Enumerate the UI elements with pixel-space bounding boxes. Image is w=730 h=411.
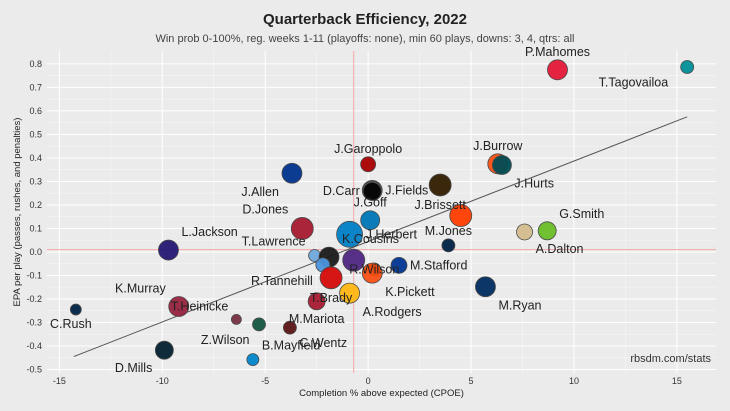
- y-tick-label: 0.4: [29, 153, 42, 163]
- x-tick-label: 0: [366, 376, 371, 386]
- data-points: [69, 59, 695, 367]
- point-label: J.Allen: [241, 185, 279, 199]
- source-caption: rbsdm.com/stats: [630, 353, 711, 365]
- plot-panel: [47, 51, 716, 373]
- point-label: P.Mahomes: [525, 45, 590, 59]
- y-tick-label: 0.5: [29, 129, 42, 139]
- point-label: M.Stafford: [410, 258, 467, 272]
- y-tick-label: 0.8: [29, 59, 42, 69]
- point-label: M.Jones: [425, 224, 472, 238]
- minor-gridlines: [47, 51, 716, 373]
- x-tick-labels: -15 -10 -5 0 5 10 15: [53, 376, 682, 386]
- data-point: [69, 303, 82, 316]
- data-point: [339, 282, 360, 304]
- point-label: K.Murray: [115, 281, 166, 295]
- point-label: T.Heinicke: [171, 299, 229, 313]
- point-label: R.Wilson: [349, 263, 399, 277]
- data-point: [492, 155, 512, 175]
- data-point: [252, 317, 266, 332]
- point-labels: P.Mahomes T.Tagovailoa J.Garoppolo J.Burrow…: [50, 45, 668, 375]
- point-label: M.Ryan: [498, 299, 541, 313]
- data-point: [360, 156, 377, 173]
- data-point: [441, 238, 456, 253]
- y-axis-label: EPA per play (passes, rushes, and penalt…: [12, 118, 23, 307]
- y-tick-label: 0.7: [29, 82, 42, 92]
- trend-line-group: [73, 116, 688, 358]
- point-label: T.Lawrence: [242, 234, 306, 248]
- x-tick-label: 5: [469, 376, 474, 386]
- data-point: [319, 266, 343, 290]
- data-point: [516, 223, 533, 241]
- data-point: [390, 256, 408, 274]
- data-point: [336, 220, 363, 248]
- point-label: D.Carr: [323, 184, 360, 198]
- data-point: [680, 60, 695, 74]
- x-tick-label: -10: [156, 376, 169, 386]
- data-point: [230, 314, 242, 325]
- y-tick-label: -0.1: [26, 270, 42, 280]
- data-point: [361, 262, 383, 284]
- point-label: B.Mayfield: [262, 339, 320, 353]
- data-point: [537, 221, 557, 241]
- y-tick-label: 0.6: [29, 106, 42, 116]
- data-point: [246, 353, 260, 367]
- point-label: J.Garoppolo: [334, 142, 402, 156]
- point-label: J.Burrow: [473, 139, 523, 153]
- data-point: [168, 296, 190, 317]
- point-label: J.Brissett: [414, 198, 466, 212]
- data-point: [307, 292, 326, 311]
- point-label: A.Rodgers: [363, 305, 422, 319]
- data-point: [282, 320, 297, 335]
- y-tick-label: -0.3: [26, 317, 42, 327]
- data-point: [428, 173, 452, 197]
- point-label: C.Wentz: [299, 336, 347, 350]
- chart-subtitle: Win prob 0-100%, reg. weeks 1-11 (playof…: [155, 33, 574, 45]
- point-label: J.Herbert: [366, 227, 418, 241]
- x-tick-label: 10: [569, 376, 579, 386]
- point-label: M.Mariota: [289, 312, 345, 326]
- data-point: [362, 181, 382, 201]
- point-label: R.Tannehill: [251, 274, 313, 288]
- y-tick-label: 0.2: [29, 200, 42, 210]
- point-label: J.Fields: [385, 183, 428, 197]
- y-tick-label: 0.3: [29, 176, 42, 186]
- data-point: [281, 162, 303, 184]
- x-axis-label: Completion % above expected (CPOE): [299, 388, 464, 399]
- data-point: [158, 239, 179, 261]
- data-point: [154, 340, 174, 360]
- y-tick-label: 0.0: [29, 247, 42, 257]
- point-label: J.Hurts: [514, 176, 554, 190]
- data-point: [475, 276, 496, 298]
- chart-title: Quarterback Efficiency, 2022: [263, 11, 467, 28]
- point-label: K.Cousins: [342, 232, 399, 246]
- point-label: G.Smith: [559, 207, 604, 221]
- data-point: [547, 59, 568, 81]
- y-tick-labels: -0.5 -0.4 -0.3 -0.2 -0.1 0.0 0.1 0.2 0.3 0.4 0.5 0.…: [26, 59, 42, 375]
- x-tick-label: 15: [672, 376, 682, 386]
- point-label: D.Mills: [115, 361, 153, 375]
- data-point: [290, 217, 314, 240]
- x-tick-label: -5: [261, 376, 269, 386]
- point-label: K.Pickett: [385, 285, 435, 299]
- point-label: J.Goff: [354, 196, 388, 210]
- point-label: L.Jackson: [181, 225, 237, 239]
- data-point: [342, 248, 366, 272]
- data-point: [449, 204, 473, 227]
- point-label: T.Tagovailoa: [599, 75, 669, 89]
- data-point: [360, 210, 381, 231]
- y-tick-label: 0.1: [29, 223, 42, 233]
- trend-line: [73, 116, 688, 358]
- y-tick-label: -0.2: [26, 294, 42, 304]
- point-label: D.Jones: [242, 202, 288, 216]
- point-label: Z.Wilson: [201, 333, 250, 347]
- point-label: T.Brady: [310, 291, 353, 305]
- y-tick-label: -0.4: [26, 341, 42, 351]
- point-label: C.Rush: [50, 317, 92, 331]
- y-tick-label: -0.5: [26, 364, 42, 374]
- point-label: A.Dalton: [536, 242, 584, 256]
- x-tick-label: -15: [53, 376, 66, 386]
